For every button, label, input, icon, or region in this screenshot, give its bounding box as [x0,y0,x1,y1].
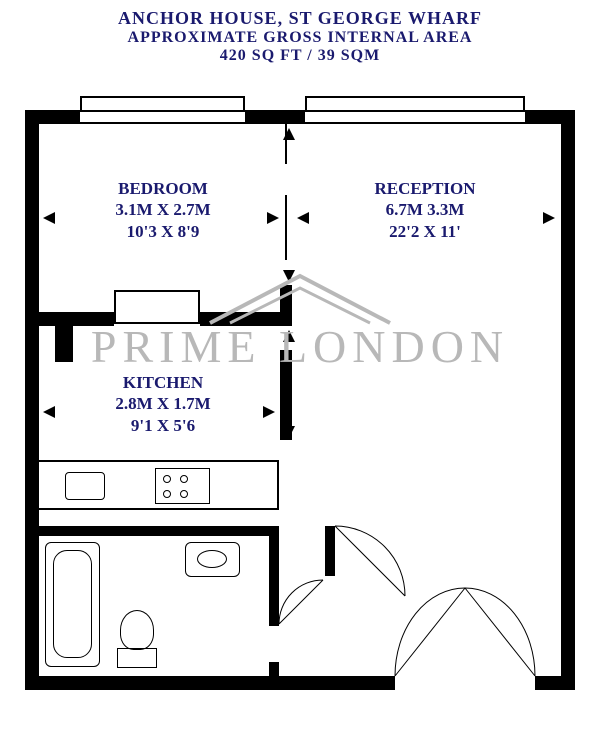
window-top-left-b [80,122,245,124]
wall-bottom-left [25,676,395,690]
bedroom-dim-ft: 10'3 X 8'9 [63,221,263,242]
reception-dim-ft: 22'2 X 11' [325,221,525,242]
wall-top-seg3 [525,110,575,124]
wall-top-seg1 [25,110,80,124]
arrow-rec-r [543,212,555,224]
watermark-roof-icon [200,268,400,328]
kitchen-hob [155,468,210,504]
projection-4 [523,96,525,110]
header: ANCHOR HOUSE, ST GEORGE WHARF APPROXIMAT… [0,0,600,65]
projection-3 [305,96,307,110]
wall-top-seg2 [245,110,305,124]
toilet-tank [117,648,157,668]
projection-top2 [305,96,525,98]
bedroom-name: BEDROOM [63,178,263,199]
wall-hall-stub [325,526,335,576]
arrow-kit-r [263,406,275,418]
window-top-left [80,110,245,112]
projection-1 [80,96,82,110]
door-entrance [395,588,555,688]
projection-2 [243,96,245,110]
bedroom-dim-m: 3.1M X 2.7M [63,199,263,220]
kitchen-dim-ft: 9'1 X 5'6 [63,415,263,436]
title-line1: ANCHOR HOUSE, ST GEORGE WHARF [0,8,600,29]
reception-name: RECEPTION [325,178,525,199]
kitchen-counter-top [39,460,279,462]
label-bedroom: BEDROOM 3.1M X 2.7M 10'3 X 8'9 [63,178,263,242]
closet-door [114,322,200,324]
closet-left [114,290,116,324]
wall-left [25,110,39,690]
wall-below-bedroom-left [39,312,114,326]
reception-dim-m: 6.7M 3.3M [325,199,525,220]
wall-bed-recep-2 [285,195,287,260]
arrow-kit-l [43,406,55,418]
projection-top1 [80,96,245,98]
title-line2: APPROXIMATE GROSS INTERNAL AREA [0,29,600,47]
bathtub-inner [53,550,92,658]
wall-bath-right-2 [269,662,279,676]
floorplan: BEDROOM 3.1M X 2.7M 10'3 X 8'9 RECEPTION… [25,90,575,710]
hob-ring-1 [163,475,171,483]
wall-right [561,110,575,690]
label-kitchen: KITCHEN 2.8M X 1.7M 9'1 X 5'6 [63,372,263,436]
pillar-left [55,326,73,362]
hob-ring-3 [163,490,171,498]
arrow-kit-u [283,330,295,342]
kitchen-sink [65,472,105,500]
kitchen-counter-bot [39,508,279,510]
closet-top [114,290,200,292]
wall-bath-right [269,526,279,626]
toilet-bowl [120,610,154,650]
arrow-rec-u [283,128,295,140]
wall-bath-top [39,526,279,536]
kitchen-name: KITCHEN [63,372,263,393]
basin-bowl [197,550,227,568]
title-line3: 420 SQ FT / 39 SQM [0,47,600,65]
arrow-bed-l [43,212,55,224]
label-reception: RECEPTION 6.7M 3.3M 22'2 X 11' [325,178,525,242]
window-top-right-b [305,122,525,124]
hob-ring-2 [180,475,188,483]
window-top-right [305,110,525,112]
arrow-bed-r [267,212,279,224]
arrow-rec-l [297,212,309,224]
hob-ring-4 [180,490,188,498]
kitchen-counter-right [277,460,279,510]
kitchen-dim-m: 2.8M X 1.7M [63,393,263,414]
arrow-kit-d [283,426,295,438]
